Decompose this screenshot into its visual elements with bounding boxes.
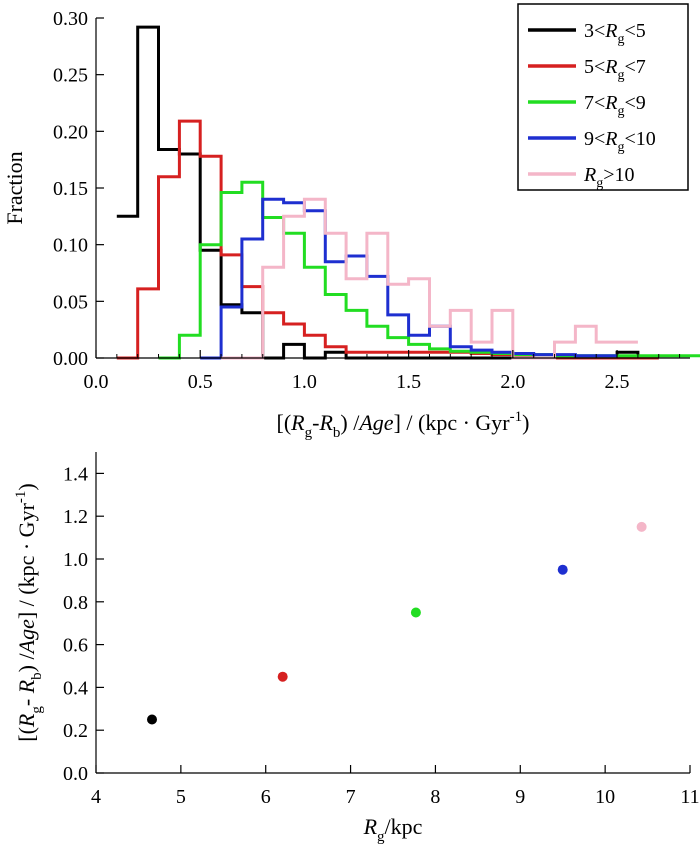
- scatter-xtick-label-2: 6: [261, 786, 271, 808]
- scatter-ytick-label-5: 1.0: [63, 549, 88, 571]
- hist-ytick-label-0: 0.00: [53, 348, 88, 370]
- scatter-point-3: [558, 565, 568, 575]
- scatter-point-2: [411, 608, 421, 618]
- hist-y-axis-title: Fraction: [2, 151, 27, 224]
- scatter-y-axis-title: [(Rg- Rb) /Age] / (kpc · Gyr-1): [13, 483, 45, 741]
- hist-ytick-label-1: 0.05: [53, 291, 88, 313]
- scatter-xtick-label-0: 4: [91, 786, 101, 808]
- scatter-point-1: [278, 672, 288, 682]
- hist-xtick-label-1: 0.5: [188, 371, 213, 393]
- scatter-xtick-label-4: 8: [430, 786, 440, 808]
- hist-xtick-label-5: 2.5: [605, 371, 630, 393]
- scatter-ytick-label-3: 0.6: [63, 635, 88, 657]
- scatter-ytick-label-6: 1.2: [63, 506, 88, 528]
- scatter-xtick-label-3: 7: [346, 786, 356, 808]
- hist-ytick-label-4: 0.20: [53, 121, 88, 143]
- hist-xtick-label-2: 1.0: [292, 371, 317, 393]
- scatter-chart: 0.0 0.2 0.4 0.6 0.8 1.0 1.2 1.4 4 5 6 7 8 9 10 11 Rg/kpc…: [13, 452, 700, 845]
- hist-xtick-label-4: 2.0: [500, 371, 525, 393]
- scatter-xtick-label-5: 9: [515, 786, 525, 808]
- scatter-ytick-label-0: 0.0: [63, 763, 88, 785]
- hist-ytick-label-3: 0.15: [53, 178, 88, 200]
- hist-ytick-label-2: 0.10: [53, 235, 88, 257]
- scatter-point-0: [147, 715, 157, 725]
- hist-ytick-label-5: 0.25: [53, 65, 88, 87]
- scatter-ytick-label-2: 0.4: [63, 677, 88, 699]
- scatter-ytick-label-7: 1.4: [63, 463, 88, 485]
- hist-ytick-label-6: 0.30: [53, 8, 88, 30]
- hist-xtick-label-3: 1.5: [396, 371, 421, 393]
- scatter-xtick-label-6: 10: [595, 786, 615, 808]
- scatter-xtick-label-7: 11: [680, 786, 699, 808]
- scatter-point-4: [637, 522, 647, 532]
- hist-x-axis-title: [(Rg-Rb) /Age] / (kpc · Gyr-1): [277, 409, 530, 441]
- scatter-x-axis-title: Rg/kpc: [363, 814, 423, 845]
- scatter-xtick-label-1: 5: [176, 786, 186, 808]
- histogram-chart: 0.00 0.05 0.10 0.15 0.20 0.25 0.30 0.0 0.5 1.0 1.5…: [2, 4, 700, 441]
- scatter-ytick-label-4: 0.8: [63, 592, 88, 614]
- scatter-ytick-label-1: 0.2: [63, 720, 88, 742]
- hist-xtick-label-0: 0.0: [84, 371, 109, 393]
